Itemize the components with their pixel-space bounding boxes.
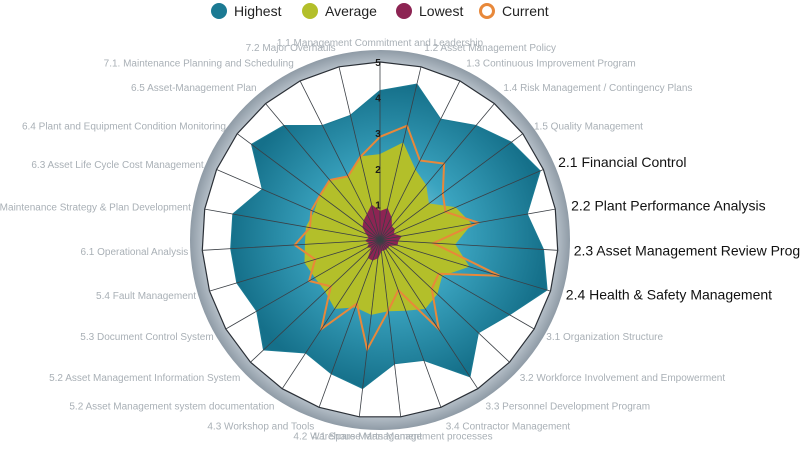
axis-spoke <box>216 169 381 241</box>
axis-label-1-5: 1.5 Quality Management <box>534 121 643 132</box>
axis-spoke <box>250 239 381 363</box>
legend-swatch-highest <box>211 3 227 19</box>
axis-label-3-4: 3.4 Contractor Management <box>446 421 571 432</box>
legend-item-highest: Highest <box>211 3 281 19</box>
legend-swatch-lowest <box>396 3 412 19</box>
axis-label-5-4: 5.4 Fault Management <box>96 291 196 302</box>
axis-label-7-1: 7.1. Maintenance Planning and Scheduling <box>104 58 294 69</box>
axis-spoke <box>338 66 381 241</box>
axis-spoke <box>202 239 381 251</box>
axis-spoke <box>379 239 535 330</box>
axis-label-1-4: 1.4 Risk Management / Contingency Plans <box>503 83 692 94</box>
tick-label: 5 <box>375 58 381 69</box>
axis-label-1-3: 1.3 Continuous Improvement Program <box>466 58 636 69</box>
axis-label-6-1: 6.1 Operational Analysis <box>80 247 188 258</box>
axis-label-1-1: 1.1 Management Commitment and Leadership <box>277 38 484 49</box>
legend-label-lowest: Lowest <box>419 3 464 19</box>
axis-spoke <box>379 239 442 408</box>
legend-label-highest: Highest <box>234 3 282 19</box>
legend-label-average: Average <box>325 3 377 19</box>
axis-label-6-3: 6.3 Asset Life Cycle Cost Management <box>31 160 204 171</box>
axis-label-3-2: 3.2 Workforce Involvement and Empowermen… <box>520 373 726 384</box>
tick-label: 4 <box>375 94 381 105</box>
axis-label-2-3: 2.3 Asset Management Review Program <box>574 242 800 258</box>
axis-spoke <box>236 133 381 241</box>
axis-label-5-2: 5.2 Asset Management Information System <box>49 373 240 384</box>
axis-label-6-2: 6.2 Maintenance Strategy & Plan Developm… <box>0 203 191 214</box>
axis-label-5-3: 5.3 Document Control System <box>80 332 213 343</box>
axis-spoke <box>379 239 479 389</box>
legend-swatch-average <box>302 3 318 19</box>
tick-label: 3 <box>375 129 381 140</box>
axis-label-2-4: 2.4 Health & Safety Management <box>566 287 772 303</box>
axis-label-5-2: 5.2 Asset Management system documentatio… <box>69 401 274 412</box>
axis-spoke <box>379 239 551 292</box>
legend-label-current: Current <box>502 3 549 19</box>
legend-item-current: Current <box>479 3 549 19</box>
axis-spoke <box>318 239 381 408</box>
axis-label-6-4: 6.4 Plant and Equipment Condition Monito… <box>22 121 226 132</box>
axis-spoke <box>379 239 558 251</box>
axis-label-4-3: 4.3 Workshop and Tools <box>207 421 314 432</box>
legend: Highest Average Lowest Current <box>0 3 800 27</box>
series-current-area <box>293 124 500 353</box>
axis-spoke <box>225 239 381 330</box>
legend-item-average: Average <box>302 3 377 19</box>
axis-label-1-2: 1.2 Asset Management Policy <box>424 43 556 54</box>
axis-spoke <box>281 239 381 389</box>
axis-spoke <box>379 208 556 241</box>
axis-spoke <box>358 239 381 417</box>
axis-spoke <box>209 239 381 292</box>
axis-spoke <box>265 103 381 241</box>
axis-label-4-2: 4.2 Warehouse Management <box>293 432 422 443</box>
axis-spoke <box>299 80 381 241</box>
axis-spoke <box>379 80 461 241</box>
axis-label-6-5: 6.5 Asset-Management Plan <box>131 83 257 94</box>
axis-spoke <box>379 103 495 241</box>
axis-label-3-3: 3.3 Personnel Development Program <box>486 401 651 412</box>
axis-label-2-1: 2.1 Financial Control <box>558 154 686 170</box>
axis-spoke <box>379 239 402 417</box>
axis-spoke <box>379 239 510 363</box>
axis-label-7-2: 7.2 Major Overhauls <box>246 43 336 54</box>
legend-item-lowest: Lowest <box>396 3 463 19</box>
tick-label: 1 <box>375 200 381 211</box>
axis-spoke <box>379 169 544 241</box>
axis-label-4-1: 4.1 Spare Marts Management processes <box>312 432 493 443</box>
axis-label-2-2: 2.2 Plant Performance Analysis <box>571 197 766 213</box>
axis-spoke <box>379 133 524 241</box>
tick-label: 2 <box>375 165 381 176</box>
legend-swatch-current <box>479 3 495 19</box>
axis-spoke <box>204 208 381 241</box>
axis-spoke <box>379 66 422 241</box>
axis-label-3-1: 3.1 Organization Structure <box>546 332 663 343</box>
